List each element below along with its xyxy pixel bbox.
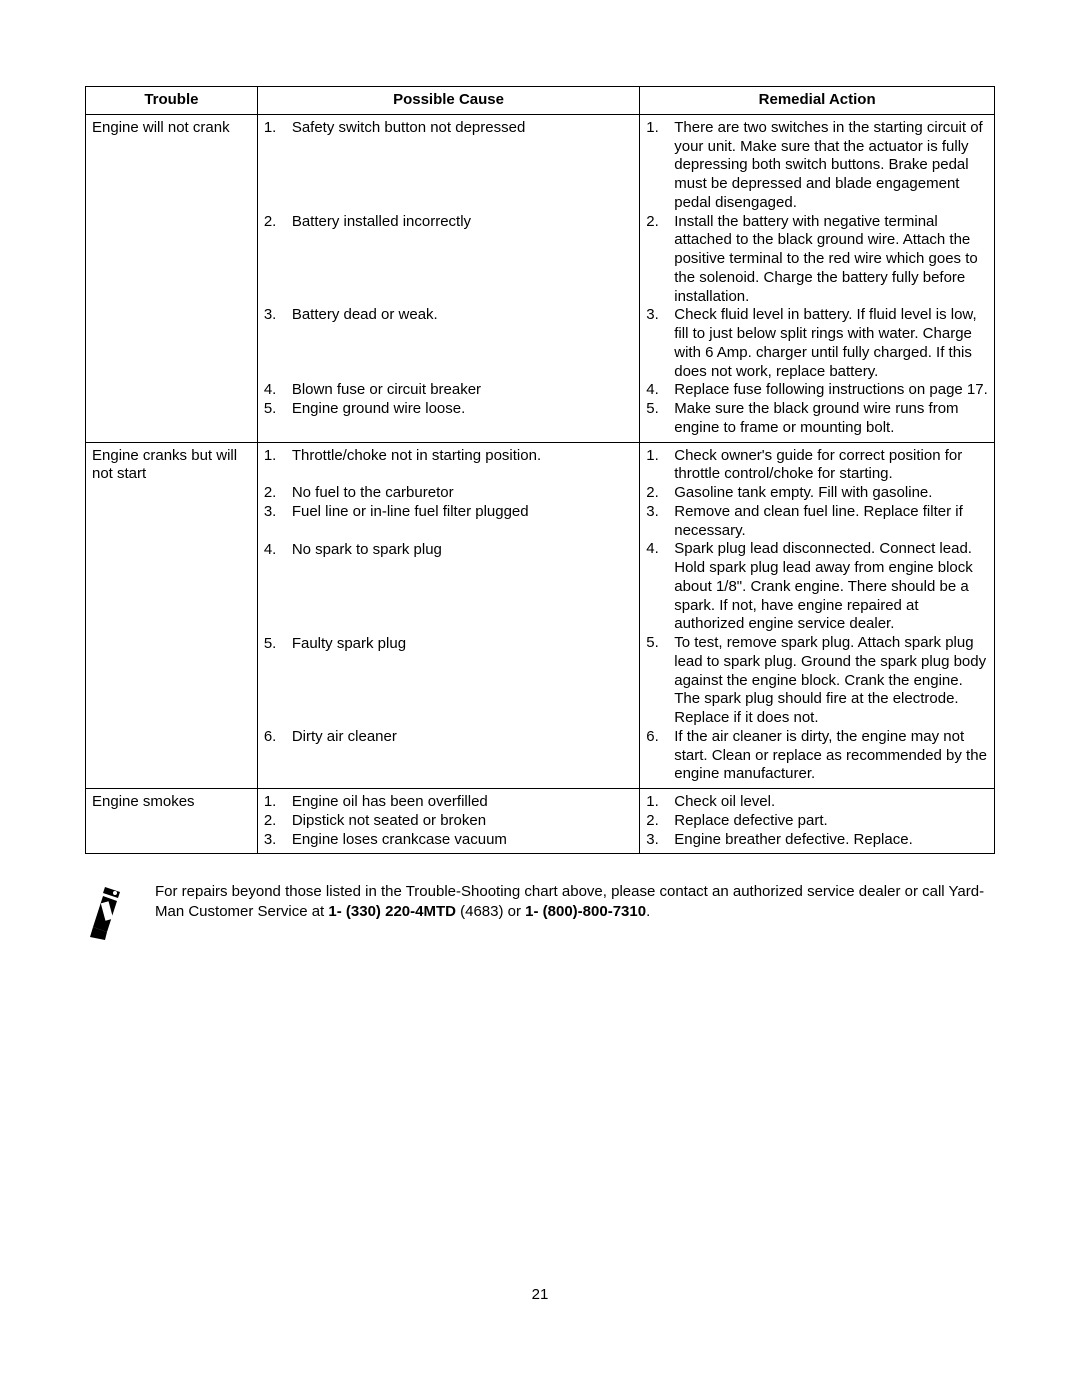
trouble-cell: Engine will not crank bbox=[86, 114, 258, 442]
action-cell: 1.Check owner's guide for correct positi… bbox=[640, 442, 995, 789]
header-action: Remedial Action bbox=[640, 87, 995, 115]
table-row: Engine smokes1.Engine oil has been overf… bbox=[86, 789, 995, 854]
footnote-phone2: 1- (800)-800-7310 bbox=[525, 903, 646, 920]
cause-cell: 1.Throttle/choke not in starting positio… bbox=[257, 442, 639, 789]
table-body: Engine will not crank1.Safety switch but… bbox=[86, 114, 995, 854]
action-cell: 1.Check oil level.2.Replace defective pa… bbox=[640, 789, 995, 854]
footnote: For repairs beyond those listed in the T… bbox=[85, 882, 995, 946]
footnote-after1: (4683) or bbox=[456, 903, 525, 920]
header-trouble: Trouble bbox=[86, 87, 258, 115]
footnote-text: For repairs beyond those listed in the T… bbox=[155, 882, 995, 921]
cause-cell: 1.Engine oil has been overfilled2.Dipsti… bbox=[257, 789, 639, 854]
table-header-row: Trouble Possible Cause Remedial Action bbox=[86, 87, 995, 115]
cause-cell: 1.Safety switch button not depressed2.Ba… bbox=[257, 114, 639, 442]
table-row: Engine cranks but will not start1.Thrott… bbox=[86, 442, 995, 789]
page-number: 21 bbox=[85, 1286, 995, 1303]
footnote-suffix: . bbox=[646, 903, 650, 920]
trouble-cell: Engine cranks but will not start bbox=[86, 442, 258, 789]
table-row: Engine will not crank1.Safety switch but… bbox=[86, 114, 995, 442]
action-cell: 1.There are two switches in the starting… bbox=[640, 114, 995, 442]
phone-icon bbox=[85, 882, 155, 946]
troubleshooting-table: Trouble Possible Cause Remedial Action E… bbox=[85, 86, 995, 854]
trouble-cell: Engine smokes bbox=[86, 789, 258, 854]
page: Trouble Possible Cause Remedial Action E… bbox=[0, 0, 1080, 1343]
header-cause: Possible Cause bbox=[257, 87, 639, 115]
footnote-phone1: 1- (330) 220-4MTD bbox=[328, 903, 456, 920]
